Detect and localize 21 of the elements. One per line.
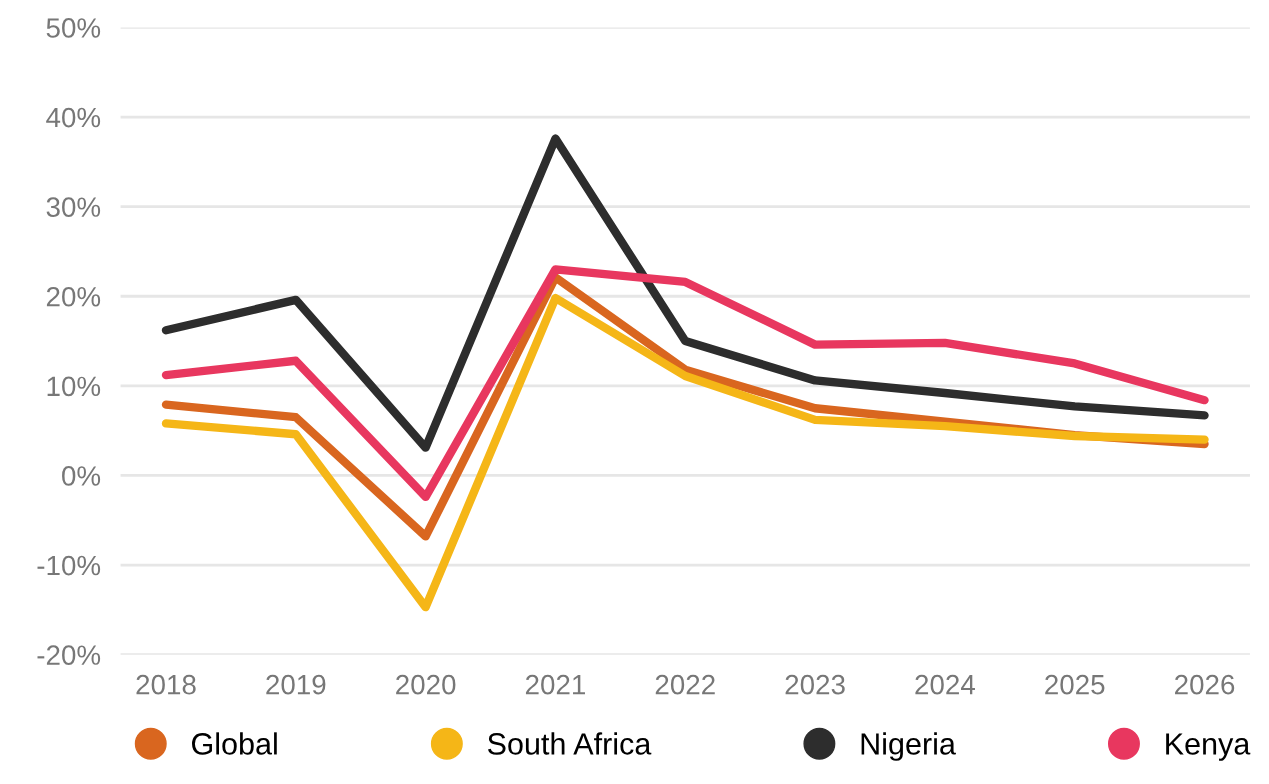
x-tick-label: 2019 — [266, 674, 326, 695]
x-tick-label: 2023 — [785, 674, 845, 695]
x-tick-label: 2021 — [525, 674, 585, 695]
legend-label: Nigeria — [861, 732, 956, 761]
x-tick-label: 2024 — [915, 674, 975, 695]
y-tick-label: -20% — [37, 645, 101, 665]
x-tick-label: 2022 — [655, 674, 715, 695]
x-tick-label: 2018 — [136, 674, 196, 695]
y-tick-label: 40% — [46, 107, 101, 128]
x-tick-label: 2025 — [1045, 674, 1105, 695]
y-tick-label: 30% — [46, 197, 101, 217]
legend-label: Global — [192, 732, 277, 755]
x-tick-label: 2020 — [396, 674, 456, 695]
legend-label: Kenya — [1166, 733, 1251, 761]
y-tick-label: 0% — [62, 466, 101, 486]
y-tick-label: -10% — [37, 555, 101, 576]
legend-label: South Africa — [487, 732, 652, 755]
x-tick-label: 2026 — [1175, 674, 1235, 695]
y-tick-label: 20% — [46, 286, 101, 307]
y-tick-label: 10% — [47, 376, 101, 397]
y-tick-label: 50% — [46, 18, 101, 38]
